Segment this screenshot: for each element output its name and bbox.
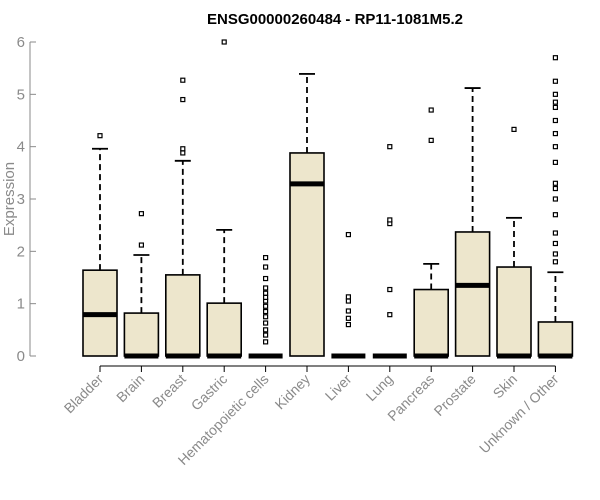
outlier-point (428, 137, 434, 143)
chart-title: ENSG00000260484 - RP11-1081M5.2 (207, 11, 463, 28)
box-0 (82, 133, 118, 357)
box-9 (454, 87, 491, 357)
outlier-point (345, 231, 351, 238)
outlier-point (552, 55, 559, 61)
outlier-point (552, 230, 559, 236)
outlier-point (552, 159, 559, 165)
box-rect (537, 321, 574, 357)
box-7 (372, 144, 407, 359)
y-tick-label: 5 (17, 86, 25, 103)
outlier-point (263, 332, 269, 338)
x-tick-label: Breast (149, 371, 189, 411)
outlier-point (552, 91, 559, 97)
outlier-point (552, 104, 559, 111)
outlier-point (511, 126, 517, 132)
y-tick-label: 4 (17, 139, 25, 156)
y-tick-label: 3 (17, 191, 25, 208)
outlier-point (552, 185, 559, 192)
outlier-point (345, 308, 351, 314)
box-4 (248, 255, 283, 359)
outlier-point (263, 275, 269, 282)
outlier-point (552, 78, 559, 84)
outlier-point (180, 77, 186, 83)
outlier-point (263, 303, 269, 309)
x-tick-label: Skin (490, 371, 521, 402)
outlier-point (552, 117, 559, 124)
outlier-point (387, 286, 393, 293)
outlier-point (387, 144, 393, 150)
outlier-point (263, 320, 269, 326)
box-6 (331, 231, 366, 359)
box-rect (123, 312, 160, 357)
outlier-point (387, 312, 393, 318)
outlier-point (180, 96, 186, 103)
y-tick-label: 6 (17, 34, 25, 51)
x-tick-label: Brain (113, 371, 147, 405)
outlier-point (180, 150, 186, 156)
outlier-point (552, 130, 559, 137)
box-8 (413, 107, 450, 359)
outlier-point (263, 290, 269, 296)
outlier-point (180, 146, 186, 152)
outlier-point (552, 240, 559, 247)
y-tick-label: 1 (17, 296, 25, 313)
outlier-point (263, 285, 269, 291)
box-rect (454, 231, 491, 357)
y-axis: 0 1 2 3 4 5 6 (17, 34, 36, 365)
x-tick-label: Prostate (431, 371, 479, 419)
box-5 (289, 73, 325, 357)
outlier-point (345, 298, 351, 304)
outlier-point (552, 251, 559, 257)
y-tick-label: 2 (17, 243, 25, 260)
x-tick-label: Bladder (61, 371, 107, 417)
box-rect (413, 288, 450, 357)
boxes (82, 39, 574, 359)
outlier-point (345, 322, 351, 328)
box-2 (165, 77, 201, 359)
outlier-point (552, 180, 559, 186)
outlier-point (97, 133, 103, 139)
outlier-point (263, 294, 269, 300)
outlier-point (263, 314, 269, 320)
x-tick-label: Kidney (272, 371, 314, 413)
box-rect (496, 266, 532, 357)
x-tick-label: Lung (363, 371, 396, 404)
outlier-point (387, 217, 393, 223)
x-tick-label: Liver (322, 371, 355, 404)
outlier-point (263, 308, 269, 315)
box-rect (165, 274, 201, 357)
outlier-point (263, 327, 269, 333)
outlier-point (138, 242, 144, 248)
outlier-point (221, 39, 227, 45)
box-1 (123, 211, 160, 359)
outlier-point (263, 264, 269, 270)
box-3 (206, 39, 242, 359)
outlier-point (552, 196, 559, 202)
outlier-point (345, 294, 351, 300)
outlier-point (552, 144, 559, 150)
y-axis-label: Expression (1, 162, 18, 236)
box-rect (289, 152, 325, 357)
outlier-point (428, 107, 434, 113)
outlier-point (552, 99, 559, 105)
outlier-point (552, 212, 559, 218)
x-tick-label: Unknown / Other (476, 371, 562, 457)
box-11 (537, 55, 574, 359)
outlier-point (263, 339, 269, 345)
outlier-point (345, 315, 351, 321)
outlier-point (552, 259, 559, 265)
box-10 (496, 126, 532, 359)
box-rect (206, 302, 242, 357)
outlier-point (263, 255, 269, 261)
y-tick-label: 0 (17, 348, 25, 365)
outlier-point (138, 211, 144, 217)
